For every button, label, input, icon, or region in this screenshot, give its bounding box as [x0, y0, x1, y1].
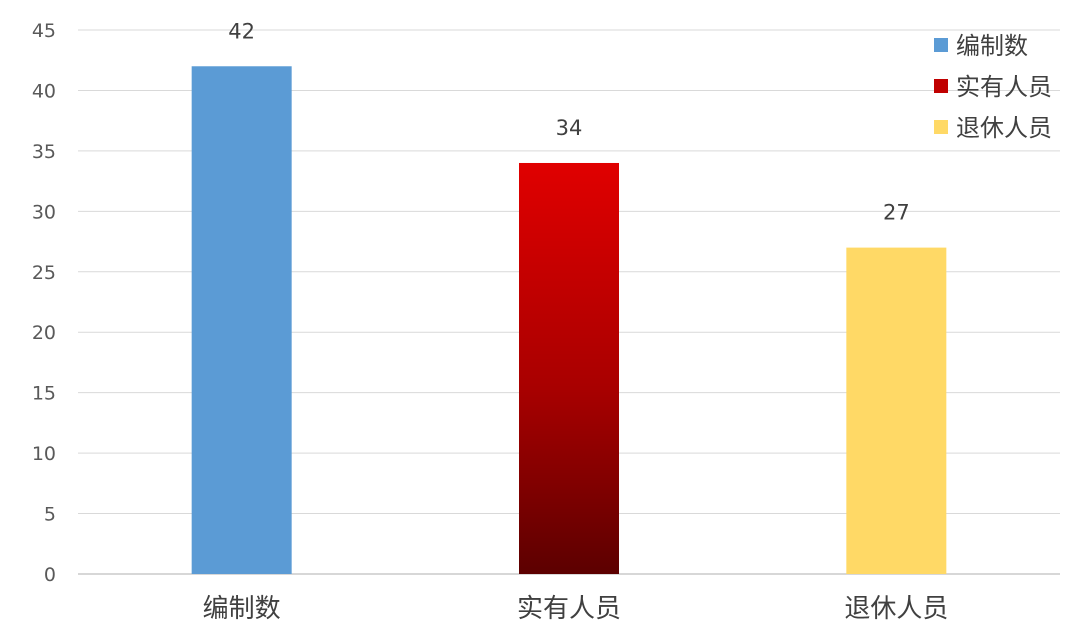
y-tick-label: 35: [32, 141, 56, 163]
data-label: 27: [883, 201, 910, 225]
legend-swatch: [934, 120, 948, 134]
data-label: 34: [556, 116, 583, 140]
y-tick-label: 25: [32, 262, 56, 284]
x-category-label: 退休人员: [844, 594, 948, 624]
data-label: 42: [228, 19, 255, 43]
bar: [192, 66, 292, 574]
y-tick-label: 40: [32, 80, 56, 102]
y-tick-label: 5: [44, 504, 56, 526]
y-axis-ticks: 0 5 10 15 20 25 30 35 40 45: [32, 20, 56, 586]
bars: [192, 66, 947, 574]
bar: [846, 248, 946, 574]
x-category-label: 编制数: [203, 594, 281, 624]
legend-swatch: [934, 79, 948, 93]
legend-entry-label: 编制数: [956, 32, 1028, 60]
legend-entry-label: 实有人员: [956, 73, 1052, 101]
bar: [519, 163, 619, 574]
y-tick-label: 15: [32, 383, 56, 405]
y-tick-label: 20: [32, 322, 56, 344]
y-tick-label: 0: [44, 564, 56, 586]
legend-entry-label: 退休人员: [956, 114, 1052, 142]
x-axis-categories: 编制数 实有人员 退休人员: [203, 594, 949, 624]
legend-swatch: [934, 38, 948, 52]
y-tick-label: 45: [32, 20, 56, 42]
x-category-label: 实有人员: [517, 594, 621, 624]
y-tick-label: 30: [32, 201, 56, 223]
y-tick-label: 10: [32, 443, 56, 465]
